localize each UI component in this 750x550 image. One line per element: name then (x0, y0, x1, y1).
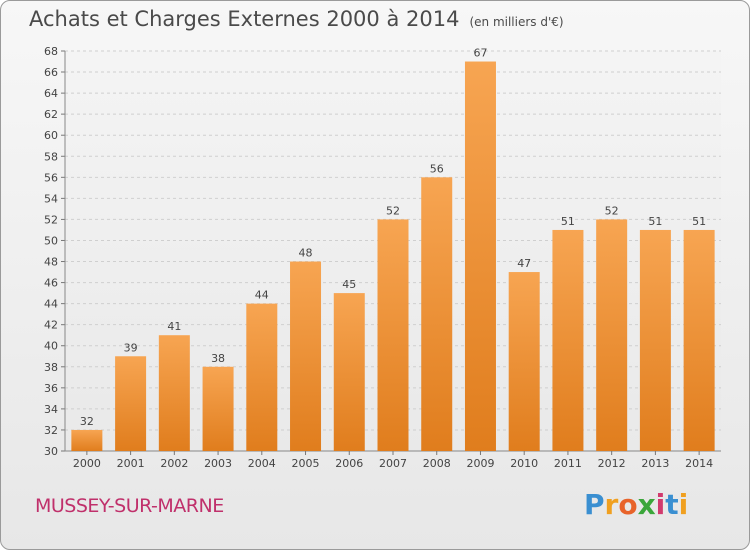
logo-letter: i (678, 488, 689, 521)
bar (508, 272, 540, 451)
bar (246, 303, 278, 451)
x-tick-label: 2010 (510, 457, 538, 470)
y-tick-label: 54 (44, 192, 58, 205)
bar (639, 229, 671, 451)
y-tick-label: 44 (44, 298, 58, 311)
x-tick-label: 2008 (423, 457, 451, 470)
y-tick-label: 34 (44, 403, 58, 416)
x-tick-label: 2001 (117, 457, 145, 470)
x-tick-label: 2012 (598, 457, 626, 470)
x-tick-label: 2005 (292, 457, 320, 470)
bar (421, 177, 453, 451)
data-label: 48 (299, 247, 313, 260)
y-tick-label: 64 (44, 87, 58, 100)
bar (71, 429, 103, 451)
x-tick-label: 2007 (379, 457, 407, 470)
y-tick-label: 50 (44, 234, 58, 247)
y-tick-label: 56 (44, 171, 58, 184)
x-tick-label: 2003 (204, 457, 232, 470)
data-label: 47 (517, 257, 531, 270)
x-tick-label: 2014 (685, 457, 713, 470)
y-tick-label: 42 (44, 319, 58, 332)
data-label: 51 (648, 215, 662, 228)
data-label: 45 (342, 278, 356, 291)
bar (290, 261, 322, 451)
bar (552, 229, 584, 451)
logo-letter: x (637, 488, 656, 521)
y-tick-label: 36 (44, 382, 58, 395)
x-tick-label: 2011 (554, 457, 582, 470)
y-tick-label: 48 (44, 256, 58, 269)
logo-letter: r (604, 488, 619, 521)
y-tick-label: 32 (44, 424, 58, 437)
bar (377, 219, 409, 451)
x-tick-label: 2000 (73, 457, 101, 470)
y-tick-label: 62 (44, 108, 58, 121)
chart-title: Achats et Charges Externes 2000 à 2014 (e… (29, 7, 564, 31)
data-label: 67 (473, 47, 487, 60)
y-tick-label: 66 (44, 66, 58, 79)
bar (333, 293, 365, 451)
logo-letter: i (655, 488, 666, 521)
bar (202, 366, 234, 451)
y-tick-label: 52 (44, 213, 58, 226)
data-label: 51 (561, 215, 575, 228)
bar (464, 61, 496, 452)
chart-unit: (en milliers d'€) (469, 15, 564, 29)
x-tick-label: 2002 (160, 457, 188, 470)
y-tick-label: 68 (44, 45, 58, 58)
data-label: 44 (255, 289, 269, 302)
bar (115, 356, 147, 451)
data-label: 39 (124, 341, 138, 354)
y-tick-label: 58 (44, 150, 58, 163)
data-label: 32 (80, 415, 94, 428)
y-tick-label: 38 (44, 361, 58, 374)
x-tick-label: 2009 (466, 457, 494, 470)
bar (158, 335, 190, 451)
x-tick-label: 2006 (335, 457, 363, 470)
proxiti-logo: Proxiti (584, 488, 688, 521)
data-label: 41 (167, 320, 181, 333)
y-axis: 30 32 34 36 38 40 42 44 46 48 50 52 54 56 58 60 62 64 66 68 (44, 45, 721, 458)
data-label: 38 (211, 352, 225, 365)
x-axis: 2000 2001 2002 2003 2004 2005 2006 2007 2008 2009… (73, 451, 713, 470)
y-tick-label: 60 (44, 129, 58, 142)
x-tick-label: 2004 (248, 457, 276, 470)
data-label: 51 (692, 215, 706, 228)
data-label: 56 (430, 162, 444, 175)
y-tick-label: 46 (44, 277, 58, 290)
data-label: 52 (605, 204, 619, 217)
logo-letter: o (618, 488, 638, 521)
bar (683, 229, 715, 451)
y-tick-label: 40 (44, 340, 58, 353)
logo-letter: t (665, 488, 679, 521)
data-label: 52 (386, 204, 400, 217)
bar (596, 219, 628, 451)
x-tick-label: 2013 (641, 457, 669, 470)
bars: 32 39 41 38 44 48 45 52 56 67 47 51 52 51 51 (71, 47, 715, 452)
chart-title-text: Achats et Charges Externes 2000 à 2014 (29, 7, 460, 31)
city-name: MUSSEY-SUR-MARNE (35, 495, 224, 517)
y-tick-label: 30 (44, 445, 58, 458)
logo-letter: P (584, 488, 605, 521)
